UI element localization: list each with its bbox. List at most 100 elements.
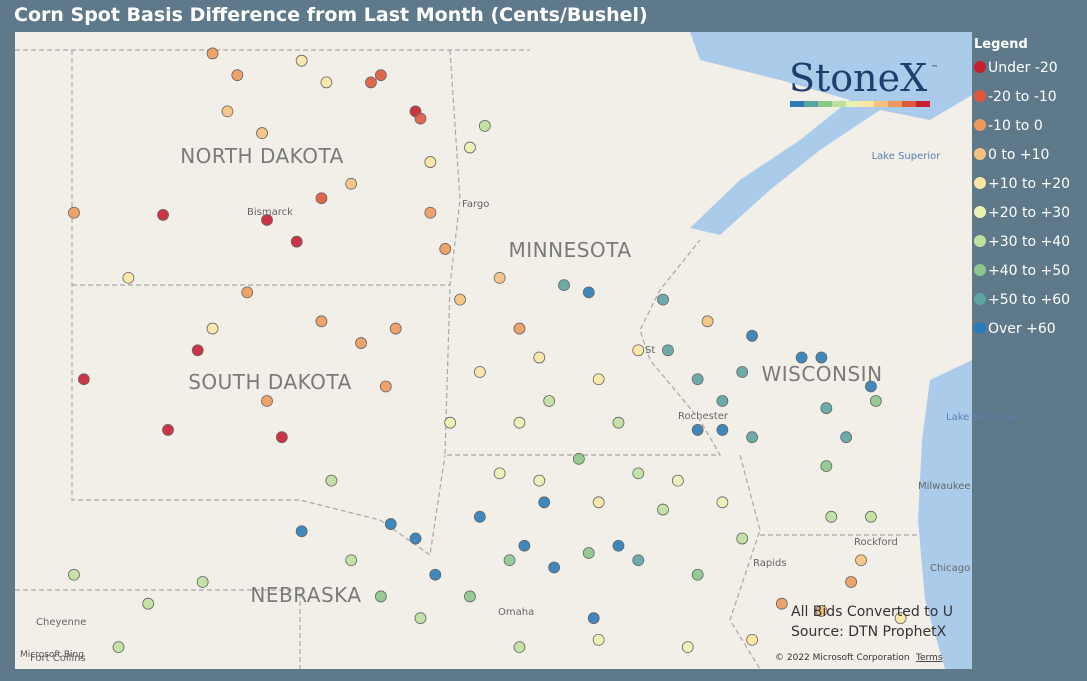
bid-point: [429, 568, 442, 581]
legend-swatch: [974, 119, 986, 131]
legend-label: -20 to -10: [988, 89, 1057, 105]
bid-point: [112, 641, 125, 654]
bid-point: [122, 271, 135, 284]
bid-point: [275, 431, 288, 444]
bid-point: [142, 597, 155, 610]
map: NORTH DAKOTA SOUTH DAKOTA MINNESOTA WISC…: [15, 32, 1017, 670]
bid-point: [157, 208, 169, 221]
city-label: Bismarck: [247, 207, 293, 218]
logo-stripe: [846, 101, 860, 107]
legend-swatch: [974, 177, 986, 189]
borders: [15, 49, 920, 670]
city-label: Chicago: [930, 563, 970, 574]
bid-point: [77, 373, 90, 386]
bid-point: [295, 54, 308, 67]
bid-point: [315, 315, 328, 328]
title: Corn Spot Basis Difference from Last Mon…: [14, 4, 648, 26]
bid-point: [548, 561, 561, 574]
bid-point: [671, 474, 684, 487]
logo: StoneX: [789, 56, 927, 100]
bid-point: [543, 395, 556, 407]
bid-point: [632, 467, 645, 480]
bid-point: [736, 532, 749, 545]
legend-swatch: [974, 322, 986, 334]
bid-point: [241, 286, 254, 299]
bid-point: [261, 214, 273, 226]
terms-link[interactable]: Terms: [915, 653, 943, 663]
bid-point: [493, 467, 506, 480]
bid-point: [855, 554, 867, 567]
state-label: MINNESOTA: [509, 238, 632, 262]
bid-point: [478, 119, 491, 132]
bid-point: [221, 105, 234, 118]
bid-point: [657, 293, 669, 306]
legend-label: +10 to +20: [988, 176, 1070, 192]
bid-point: [865, 380, 877, 393]
bid-point: [746, 633, 759, 646]
bid-point: [533, 474, 546, 487]
bid-point: [68, 568, 80, 581]
bid-point: [206, 322, 219, 335]
note: All Bids Converted to U: [791, 604, 953, 620]
bid-point: [345, 554, 358, 567]
bid-point: [409, 532, 422, 545]
state-label: SOUTH DAKOTA: [188, 370, 352, 394]
legend-swatch: [974, 235, 986, 247]
bid-point: [444, 416, 457, 429]
logo-stripe: [916, 101, 930, 107]
legend-label: +30 to +40: [988, 234, 1070, 250]
bid-point: [815, 605, 828, 617]
state-label: WISCONSIN: [761, 362, 882, 386]
bid-point: [795, 351, 808, 364]
logo-stripe: [790, 101, 804, 107]
logo-stripe: [818, 101, 832, 107]
legend-label: +50 to +60: [988, 292, 1070, 308]
copyright: © 2022 Microsoft Corporation: [775, 653, 910, 663]
logo-bar: [790, 101, 930, 107]
bid-point: [473, 366, 486, 378]
legend: Under -20 -20 to -10 -10 to 0 0 to +10 +10 t…: [974, 60, 1070, 337]
logo-stripe: [860, 101, 874, 107]
bid-point: [632, 344, 645, 357]
bid-point: [716, 496, 729, 509]
bid-point: [290, 235, 303, 248]
bid-point: [632, 554, 645, 567]
bid-point: [325, 474, 338, 487]
logo-stripe: [832, 101, 846, 107]
logo-stripe: [804, 101, 818, 107]
bid-point: [231, 69, 244, 82]
legend-swatch: [974, 264, 986, 276]
bid-point: [894, 612, 907, 625]
bid-point: [513, 641, 526, 654]
bid-point: [191, 344, 204, 357]
bid-point: [439, 243, 452, 255]
bid-point: [345, 177, 358, 190]
bid-point: [414, 112, 427, 125]
logo-stripe: [874, 101, 888, 107]
bid-point: [355, 337, 367, 349]
bid-point: [473, 510, 486, 523]
legend-label: +40 to +50: [988, 263, 1070, 279]
bid-point: [493, 271, 506, 284]
bid-point: [587, 612, 600, 625]
city-label: Omaha: [498, 607, 534, 618]
bid-points: [68, 47, 907, 654]
bid-point: [503, 554, 516, 567]
city-label: Rockford: [854, 537, 898, 548]
city-label: Fargo: [462, 199, 489, 210]
bid-point: [662, 344, 674, 357]
legend-swatch: [974, 90, 986, 102]
bid-point: [865, 510, 877, 523]
legend-label: Under -20: [988, 60, 1058, 76]
bid-point: [825, 510, 838, 523]
bid-point: [454, 293, 466, 306]
state-label: NEBRASKA: [250, 583, 361, 607]
city-label: Rochester: [678, 411, 729, 422]
bid-point: [558, 279, 570, 292]
bid-point: [256, 127, 268, 139]
bid-point: [365, 76, 377, 89]
legend-swatch: [974, 61, 986, 73]
legend-swatch: [974, 293, 986, 305]
bing-logo: Microsoft Bing: [20, 650, 84, 660]
